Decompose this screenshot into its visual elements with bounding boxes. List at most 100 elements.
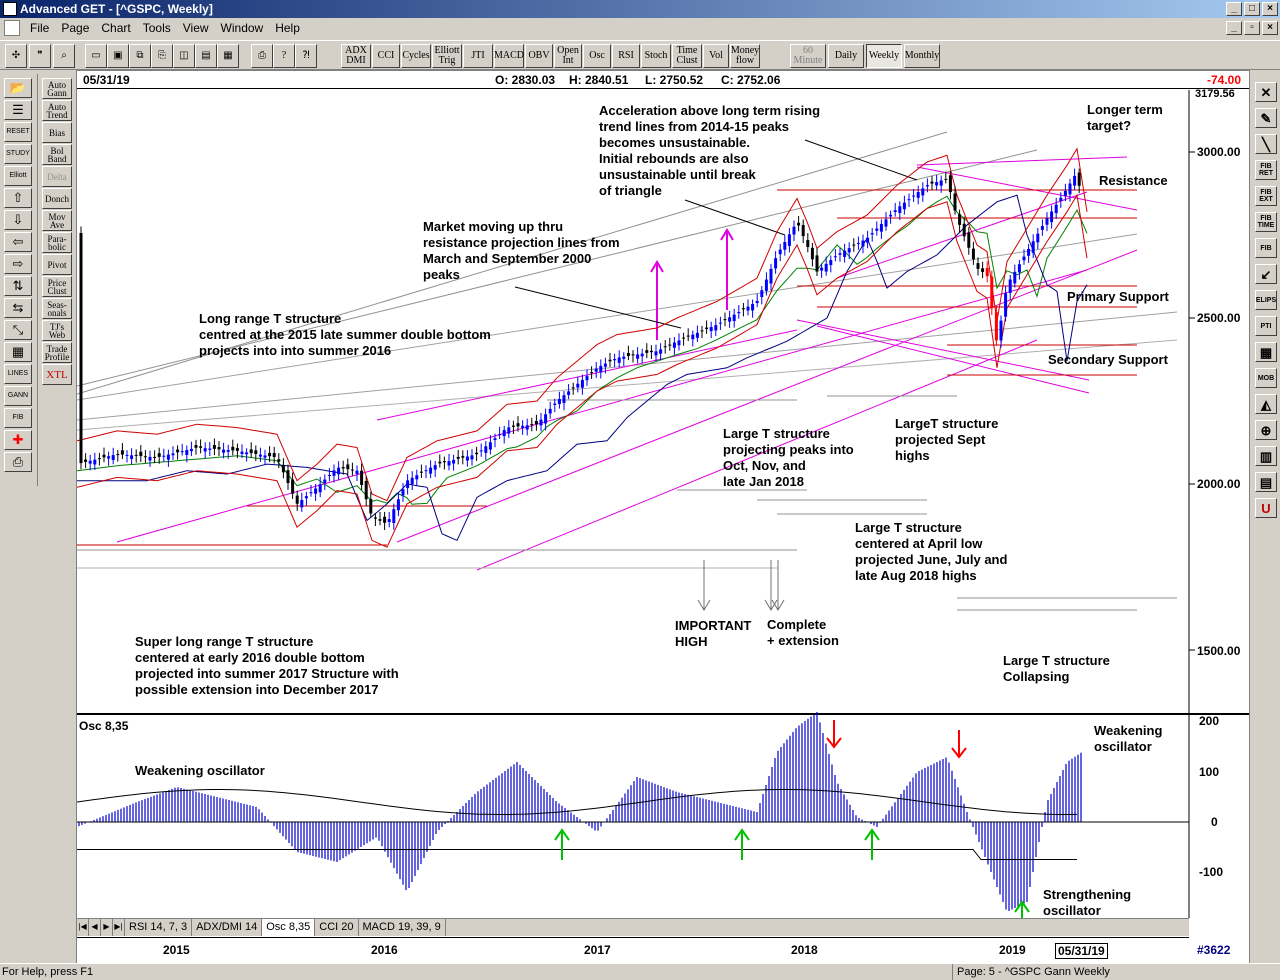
study-button-5[interactable]: Donch: [42, 188, 72, 209]
indicator-button-0[interactable]: ADX DMI: [341, 44, 371, 68]
chart-icon[interactable]: ◫: [173, 44, 195, 68]
study-button-11[interactable]: TJ's Web: [42, 320, 72, 341]
document-icon[interactable]: [4, 20, 20, 36]
indicator-button-3[interactable]: Elliott Trig: [432, 44, 462, 68]
period-button-0[interactable]: 60 Minute: [790, 44, 826, 68]
minimize-button[interactable]: _: [1226, 2, 1242, 16]
indicator-button-11[interactable]: Time Clust: [672, 44, 702, 68]
tab-first-icon[interactable]: |◀: [77, 919, 89, 936]
triangle-icon[interactable]: ◭: [1255, 394, 1277, 414]
new-page-icon[interactable]: ▭: [85, 44, 107, 68]
study-button-1[interactable]: Auto Trend: [42, 100, 72, 121]
up-arrow-icon[interactable]: ⇧: [4, 188, 32, 208]
tool-fib-ext[interactable]: FIB EXT: [1255, 186, 1277, 206]
quote-icon[interactable]: ❞: [29, 44, 51, 68]
grid-icon[interactable]: ▦: [217, 44, 239, 68]
context-help-icon[interactable]: ⁈: [295, 44, 317, 68]
study-button-12[interactable]: Trade Profile: [42, 342, 72, 363]
period-button-2[interactable]: Weekly: [866, 44, 902, 68]
help-icon[interactable]: ?: [273, 44, 295, 68]
indicator-button-2[interactable]: Cycles: [401, 44, 431, 68]
tab-next-icon[interactable]: ▶: [101, 919, 113, 936]
tool-mob[interactable]: MOB: [1255, 368, 1277, 388]
maximize-button[interactable]: □: [1244, 2, 1260, 16]
study-button-7[interactable]: Para- bolic: [42, 232, 72, 253]
grid-icon[interactable]: ▦: [1255, 342, 1277, 362]
magnet-icon[interactable]: U: [1255, 498, 1277, 518]
close-x-icon[interactable]: ✕: [1255, 82, 1277, 102]
tool-study[interactable]: STUDY: [4, 144, 32, 164]
down-arrow-icon[interactable]: ⇩: [4, 210, 32, 230]
tab-adx-dmi[interactable]: ADX/DMI 14: [192, 919, 263, 936]
tool-fib[interactable]: FIB: [1255, 238, 1277, 258]
shrink-icon[interactable]: ⤡: [4, 320, 32, 340]
study-button-0[interactable]: Auto Gann: [42, 78, 72, 99]
indicator-button-9[interactable]: RSI: [612, 44, 640, 68]
period-button-1[interactable]: Daily: [828, 44, 864, 68]
tool-fib-time[interactable]: FIB TIME: [1255, 212, 1277, 232]
paste-icon[interactable]: ⎘: [151, 44, 173, 68]
template-icon[interactable]: ▤: [195, 44, 217, 68]
line-icon[interactable]: ╲: [1255, 134, 1277, 154]
tool-fib[interactable]: FIB: [4, 408, 32, 428]
indicator-button-5[interactable]: MACD: [494, 44, 524, 68]
right-arrow-icon[interactable]: ⇨: [4, 254, 32, 274]
tab-prev-icon[interactable]: ◀: [89, 919, 101, 936]
period-button-3[interactable]: Monthly: [904, 44, 940, 68]
close-button[interactable]: ×: [1262, 2, 1278, 16]
menu-view[interactable]: View: [182, 21, 209, 35]
copy-icon[interactable]: ⧉: [129, 44, 151, 68]
tab-last-icon[interactable]: ▶|: [113, 919, 125, 936]
tab-cci[interactable]: CCI 20: [315, 919, 359, 936]
tool-fib-ret[interactable]: FIB RET: [1255, 160, 1277, 180]
crosshair-icon[interactable]: ✚: [4, 430, 32, 450]
price-chart[interactable]: [77, 90, 1249, 918]
up-down-icon[interactable]: ⇅: [4, 276, 32, 296]
tab-osc[interactable]: Osc 8,35: [262, 919, 316, 936]
mdi-restore-button[interactable]: ▫: [1244, 21, 1260, 35]
indicator-button-12[interactable]: Vol: [703, 44, 729, 68]
left-right-icon[interactable]: ⇆: [4, 298, 32, 318]
page-icon[interactable]: ▤: [1255, 472, 1277, 492]
crowd-icon[interactable]: ☰: [4, 100, 32, 120]
print-icon[interactable]: ⎙: [4, 452, 32, 472]
mdi-minimize-button[interactable]: _: [1226, 21, 1242, 35]
study-button-3[interactable]: Bol Band: [42, 144, 72, 165]
menu-page[interactable]: Page: [61, 21, 90, 35]
menu-window[interactable]: Window: [220, 21, 264, 35]
study-button-8[interactable]: Pivot: [42, 254, 72, 275]
pencil-icon[interactable]: ✎: [1255, 108, 1277, 128]
search-icon[interactable]: ⌕: [53, 44, 75, 68]
indicator-button-1[interactable]: CCI: [372, 44, 400, 68]
tool-reset[interactable]: RESET: [4, 122, 32, 142]
menu-file[interactable]: File: [30, 21, 50, 35]
indicator-button-8[interactable]: Osc: [583, 44, 611, 68]
tool-pti[interactable]: PTI: [1255, 316, 1277, 336]
histogram-icon[interactable]: ▥: [1255, 446, 1277, 466]
study-button-10[interactable]: Seas- onals: [42, 298, 72, 319]
menu-help[interactable]: Help: [275, 21, 300, 35]
menu-tools[interactable]: Tools: [142, 21, 171, 35]
study-button-2[interactable]: Bias: [42, 122, 72, 143]
zoom-icon[interactable]: ⊕: [1255, 420, 1277, 440]
tool-elliott[interactable]: Elliott: [4, 166, 32, 186]
study-button-9[interactable]: Price Clust: [42, 276, 72, 297]
pointer-icon[interactable]: ✣: [5, 44, 27, 68]
tab-rsi[interactable]: RSI 14, 7, 3: [125, 919, 193, 936]
tool-elips[interactable]: ELIPS: [1255, 290, 1277, 310]
left-arrow-icon[interactable]: ⇦: [4, 232, 32, 252]
indicator-button-4[interactable]: JTI: [463, 44, 493, 68]
indicator-button-10[interactable]: Stoch: [641, 44, 671, 68]
menu-chart[interactable]: Chart: [101, 21, 131, 35]
tool-lines[interactable]: LINES: [4, 364, 32, 384]
study-button-13[interactable]: XTL: [42, 364, 72, 385]
save-icon[interactable]: ▣: [107, 44, 129, 68]
indicator-button-7[interactable]: Open Int: [554, 44, 582, 68]
mdi-close-button[interactable]: ×: [1262, 21, 1278, 35]
study-button-4[interactable]: Delta: [42, 166, 72, 187]
open-icon[interactable]: 📂: [4, 78, 32, 98]
print-icon[interactable]: ⎙: [251, 44, 273, 68]
tool-gann[interactable]: GANN: [4, 386, 32, 406]
study-button-6[interactable]: Mov Ave: [42, 210, 72, 231]
indicator-button-13[interactable]: Money flow: [730, 44, 760, 68]
